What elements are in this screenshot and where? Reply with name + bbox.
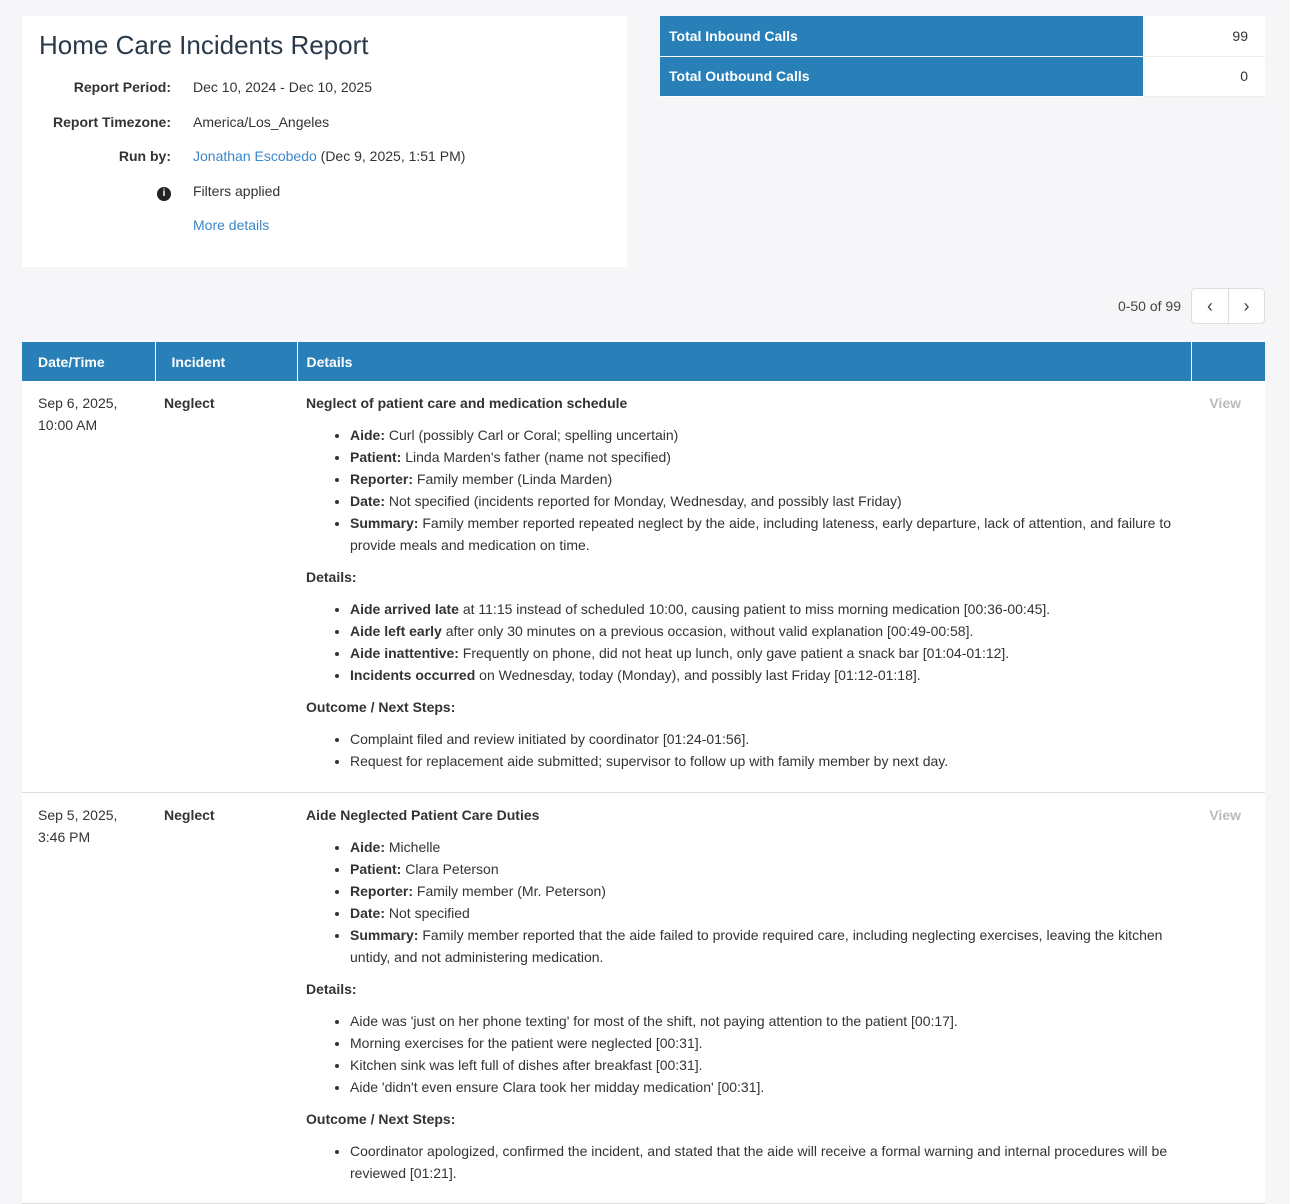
col-date[interactable]: Date/Time — [22, 342, 156, 381]
prev-page-button[interactable]: ‹ — [1192, 289, 1228, 323]
list-item: Incidents occurred on Wednesday, today (… — [350, 664, 1177, 686]
outbound-value: 0 — [1143, 56, 1265, 97]
page-title: Home Care Incidents Report — [39, 30, 369, 60]
chevron-right-icon: › — [1243, 295, 1250, 316]
view-button[interactable]: View — [1191, 792, 1265, 1204]
run-by-time: (Dec 9, 2025, 1:51 PM) — [320, 148, 466, 164]
list-item: Patient: Clara Peterson — [350, 858, 1177, 880]
filters-applied: Filters applied — [193, 182, 281, 199]
inbound-label: Total Inbound Calls — [660, 16, 1143, 57]
col-actions — [1191, 342, 1265, 381]
outcome-heading: Outcome / Next Steps: — [306, 1110, 456, 1127]
period-label: Report Period: — [73, 79, 171, 95]
list-item: Coordinator apologized, confirmed the in… — [350, 1140, 1177, 1184]
details-heading: Details: — [306, 980, 357, 997]
call-stats: Total Inbound Calls 99 Total Outbound Cal… — [660, 16, 1265, 97]
details-heading: Details: — [306, 569, 357, 585]
list-item: Aide: Curl (possibly Carl or Coral; spel… — [350, 424, 1177, 446]
col-incident[interactable]: Incident — [155, 342, 298, 381]
list-item: Aide inattentive: Frequently on phone, d… — [350, 642, 1177, 664]
period-value: Dec 10, 2024 - Dec 10, 2025 — [193, 79, 373, 95]
row-incident: Neglect — [155, 381, 297, 793]
row-date: Sep 6, 2025, — [38, 395, 118, 411]
row-date: Sep 5, 2025, — [38, 806, 118, 823]
incidents-table: Date/Time Incident Details Sep 6, 2025, 1… — [22, 342, 1265, 1204]
incident-title: Neglect of patient care and medication s… — [306, 395, 628, 411]
report-info-panel: Home Care Incidents Report Report Period… — [22, 16, 627, 267]
list-item: Morning exercises for the patient were n… — [350, 1032, 1177, 1054]
list-item: Kitchen sink was left full of dishes aft… — [350, 1054, 1177, 1076]
list-item: Date: Not specified — [350, 902, 1177, 924]
outcome-heading: Outcome / Next Steps: — [306, 699, 456, 715]
run-by-user-link[interactable]: Jonathan Escobedo — [193, 148, 317, 164]
list-item: Patient: Linda Marden's father (name not… — [350, 446, 1177, 468]
more-details-link[interactable]: More details — [193, 217, 270, 233]
list-item: Reporter: Family member (Mr. Peterson) — [350, 880, 1177, 902]
view-button[interactable]: View — [1191, 381, 1265, 793]
chevron-left-icon: ‹ — [1207, 295, 1213, 316]
incident-title: Aide Neglected Patient Care Duties — [306, 806, 540, 823]
row-incident: Neglect — [155, 792, 297, 1204]
run-by-label: Run by: — [118, 148, 171, 164]
list-item: Aide 'didn't even ensure Clara took her … — [350, 1076, 1177, 1098]
list-item: Aide: Michelle — [350, 836, 1177, 858]
inbound-value: 99 — [1143, 16, 1265, 57]
pagination: 0-50 of 99 ‹ › — [1118, 288, 1265, 324]
page-range: 0-50 of 99 — [1117, 298, 1181, 314]
list-item: Summary: Family member reported that the… — [350, 924, 1177, 968]
next-page-button[interactable]: › — [1228, 289, 1264, 323]
outbound-label: Total Outbound Calls — [660, 56, 1143, 97]
table-row: Sep 5, 2025, 3:46 PM Neglect Aide Neglect… — [22, 792, 1265, 1204]
list-item: Complaint filed and review initiated by … — [350, 728, 1177, 750]
row-time: 10:00 AM — [38, 417, 98, 433]
table-row: Sep 6, 2025, 10:00 AM Neglect Neglect of … — [22, 381, 1265, 793]
row-time: 3:46 PM — [38, 828, 91, 845]
list-item: Request for replacement aide submitted; … — [350, 750, 1177, 772]
timezone-value: America/Los_Angeles — [193, 113, 330, 130]
list-item: Date: Not specified (incidents reported … — [350, 490, 1177, 512]
list-item: Aide arrived late at 11:15 instead of sc… — [350, 598, 1177, 620]
list-item: Aide left early after only 30 minutes on… — [350, 620, 1177, 642]
col-details[interactable]: Details — [297, 342, 1192, 381]
info-icon: i — [157, 186, 171, 201]
list-item: Aide was 'just on her phone texting' for… — [350, 1010, 1177, 1032]
list-item: Reporter: Family member (Linda Marden) — [350, 468, 1177, 490]
list-item: Summary: Family member reported repeated… — [350, 512, 1177, 556]
timezone-label: Report Timezone: — [53, 113, 171, 130]
